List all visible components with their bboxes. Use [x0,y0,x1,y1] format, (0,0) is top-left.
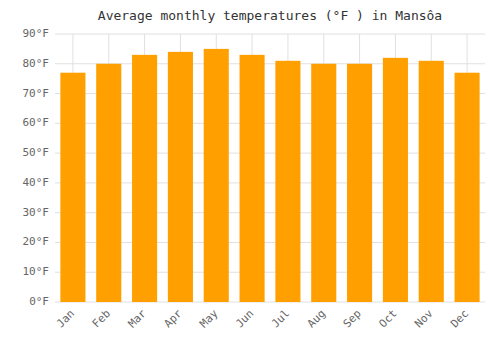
bar [383,58,408,302]
y-tick-label: 40°F [23,176,50,189]
x-tick-label: Aug [305,307,328,330]
y-axis: 0°F 10°F 20°F 30°F 40°F 50°F 60°F 70°F 80°F 90°F [23,27,50,308]
grid [55,34,485,302]
y-tick-label: 90°F [23,27,50,40]
x-tick-label: Apr [161,307,185,331]
x-tick-label: Sep [341,307,364,330]
bar [347,64,372,302]
y-tick-label: 20°F [23,235,50,248]
x-tick-label: Jul [269,307,292,330]
chart: 0°F 10°F 20°F 30°F 40°F 50°F 60°F 70°F 80°F 90°F J… [0,0,500,350]
bar [204,49,229,302]
y-grid-line [55,34,485,35]
bar [60,73,85,302]
y-tick-label: 70°F [23,87,50,100]
x-tick-label: Oct [376,307,399,330]
title: Average monthly temperatures (°F ) in Ma… [98,8,442,23]
y-tick-label: 10°F [23,265,50,278]
bar [311,64,336,302]
bar [419,61,444,302]
x-tick-label: May [197,307,221,331]
y-tick-label: 0°F [29,295,49,308]
x-tick-label: Jun [233,307,256,330]
x-tick-label: Dec [448,307,471,330]
bar [132,55,157,302]
bar [240,55,265,302]
x-axis: Jan Feb Mar Apr May Jun Jul Aug Sep Oct Nov Dec [54,307,471,331]
x-tick-label: Mar [126,307,150,331]
bar [168,52,193,302]
bars [60,49,479,302]
bar [455,73,480,302]
y-tick-label: 30°F [23,206,50,219]
bar [275,61,300,302]
x-tick-label: Jan [54,307,77,330]
y-tick-label: 80°F [23,57,50,70]
x-tick-label: Nov [412,307,436,331]
bar [96,64,121,302]
x-tick-label: Feb [90,307,113,330]
y-tick-label: 60°F [23,116,50,129]
y-tick-label: 50°F [23,146,50,159]
